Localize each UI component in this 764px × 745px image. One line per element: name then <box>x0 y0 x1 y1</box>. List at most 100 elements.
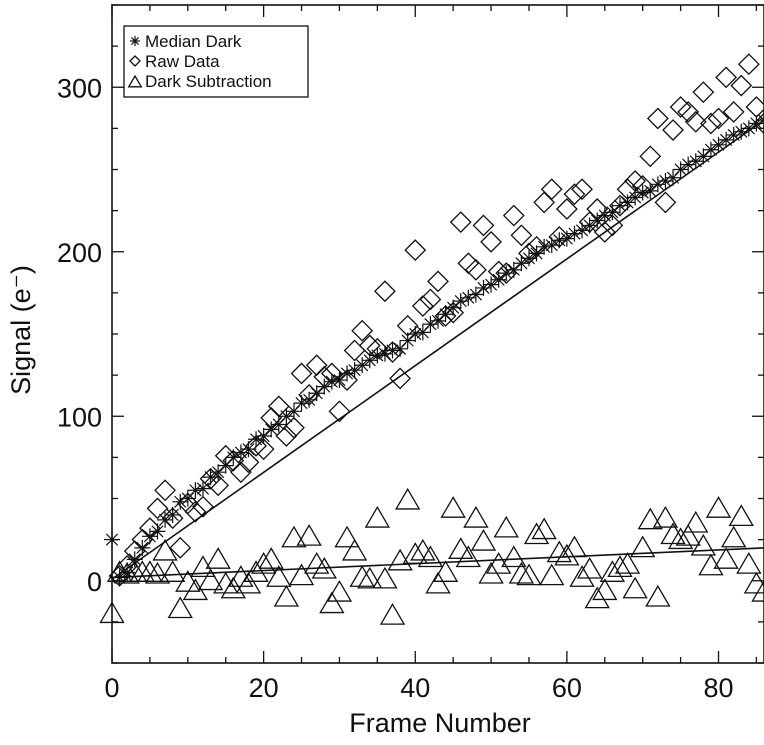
median-dark-point-stroke <box>689 155 702 168</box>
raw-data-point <box>654 191 677 214</box>
raw-data-point <box>298 383 321 406</box>
raw-data-point <box>586 198 609 220</box>
x-tick-label: 0 <box>104 673 119 703</box>
median-dark-point <box>604 204 621 221</box>
median-dark-point <box>528 245 545 262</box>
raw-data-point <box>184 500 207 523</box>
raw-data-point <box>328 400 351 423</box>
median-dark-point-stroke <box>303 393 316 406</box>
x-axis-label: Frame Number <box>349 708 531 738</box>
median-dark-point <box>460 289 477 306</box>
raw-data-point <box>631 175 654 197</box>
dark-subtraction-point <box>743 571 764 594</box>
median-dark-point-stroke <box>371 349 384 362</box>
raw-data-point <box>601 214 624 237</box>
legend-box <box>123 25 309 98</box>
median-dark-point-stroke <box>492 273 505 286</box>
raw-data-point <box>518 242 540 265</box>
raw-data-point <box>487 260 510 283</box>
dark-subtraction-point <box>144 561 171 584</box>
raw-data-point <box>692 81 715 104</box>
dark-subtraction-point <box>667 527 694 550</box>
raw-data-point <box>366 337 389 360</box>
raw-data-point <box>745 96 764 118</box>
dark-subtraction-point <box>751 579 764 602</box>
dark-subtraction-point <box>349 565 375 587</box>
raw-data-point <box>472 214 495 237</box>
raw-data-point <box>320 362 343 385</box>
legend-symbol-median-dark-stroke <box>131 37 139 45</box>
raw-data-point <box>707 107 730 130</box>
dark-subtraction-point <box>114 561 140 584</box>
median-dark-point <box>695 148 712 165</box>
raw-data-point <box>646 107 669 130</box>
raw-data-point <box>616 178 639 201</box>
median-dark-point-stroke <box>265 423 278 436</box>
dark-subtraction-point <box>531 517 557 540</box>
raw-data-point <box>434 304 457 327</box>
dark-subtraction-point <box>508 561 535 584</box>
dark-subtraction-point <box>736 552 762 574</box>
median-dark-point-stroke <box>189 484 202 497</box>
dark-subtraction-point <box>493 515 519 538</box>
dark-subtraction-point <box>402 542 428 564</box>
marks-layer <box>99 53 764 625</box>
raw-data-point <box>381 341 404 364</box>
dark-subtraction-point <box>197 568 224 591</box>
median-dark-point-stroke <box>636 186 649 199</box>
dark-subtraction-point <box>501 545 527 568</box>
median-dark-point <box>687 153 704 170</box>
raw-data-point <box>495 262 518 285</box>
dark-subtraction-point <box>690 533 717 556</box>
dark-subtraction-point <box>417 545 444 568</box>
raw-data-point <box>737 53 760 76</box>
dark-subtraction-point <box>607 555 633 578</box>
raw-data-point <box>275 425 298 447</box>
median-dark-point <box>126 551 143 568</box>
median-dark-point-stroke <box>712 138 725 151</box>
median-dark-point-stroke <box>128 553 141 566</box>
raw-data-point <box>700 112 722 135</box>
dark-subtraction-point <box>372 566 398 589</box>
median-dark-point-stroke <box>644 184 657 197</box>
dark-subtraction-point <box>705 496 732 518</box>
raw-data-point <box>419 288 442 311</box>
dark-subtraction-point <box>448 537 474 559</box>
median-dark-point-stroke <box>538 240 551 253</box>
dark-subtraction-point <box>394 487 421 510</box>
median-dark-point-stroke <box>447 301 460 314</box>
raw-data-point <box>374 280 396 303</box>
dark-subtraction-point <box>614 552 641 574</box>
median-dark-point-stroke <box>401 334 414 347</box>
raw-data-point <box>571 178 593 201</box>
median-dark-point-stroke <box>742 122 755 135</box>
median-dark-point-stroke <box>356 359 369 372</box>
median-dark-point-stroke <box>469 288 482 301</box>
median-dark-point-stroke <box>704 143 718 156</box>
dark-subtraction-point <box>258 547 284 569</box>
dark-subtraction-point <box>319 591 345 614</box>
raw-data-point <box>138 517 161 540</box>
raw-data-point <box>715 66 738 89</box>
dark-subtraction-point <box>175 570 201 592</box>
raw-data-point <box>427 270 449 293</box>
dark-subtraction-point <box>235 571 262 594</box>
raw-data-point <box>449 211 472 234</box>
median-dark-point-stroke <box>530 247 543 260</box>
raw-data-point <box>267 395 290 418</box>
dark-subtraction-point <box>250 552 277 574</box>
dark-subtraction-point <box>281 525 307 548</box>
median-dark-point <box>430 312 446 329</box>
x-tick-label: 40 <box>400 673 430 703</box>
median-dark-point-stroke <box>280 410 293 423</box>
raw-data-point <box>154 479 176 502</box>
median-dark-point-stroke <box>629 191 642 204</box>
dark-subtraction-point <box>554 543 580 566</box>
dark-subtraction-point <box>516 563 542 586</box>
dark-subtraction-point <box>425 571 451 594</box>
y-tick-label: 200 <box>57 238 102 268</box>
raw-data-point <box>609 194 631 217</box>
raw-data-point <box>502 204 525 227</box>
median-dark-point-stroke <box>431 314 445 327</box>
